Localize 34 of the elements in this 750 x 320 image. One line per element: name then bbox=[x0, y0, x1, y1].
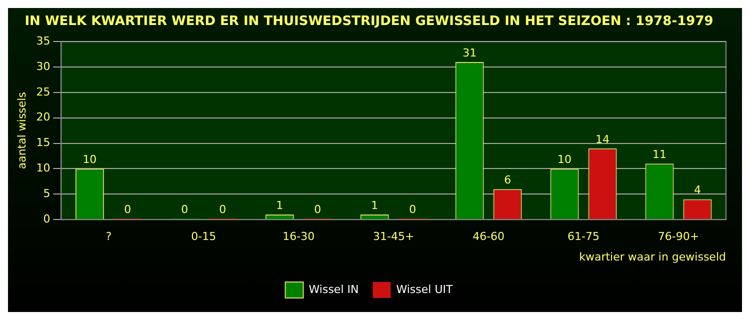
y-tick-label: 30 bbox=[36, 60, 50, 73]
y-tick-label: 10 bbox=[36, 162, 50, 175]
data-label: 31 bbox=[462, 46, 477, 60]
data-label: 0 bbox=[219, 202, 226, 216]
x-tick-label: 46-60 bbox=[472, 230, 505, 244]
data-label: 6 bbox=[504, 173, 512, 186]
data-label: 14 bbox=[596, 132, 610, 146]
x-tick-label: 76-90+ bbox=[658, 230, 700, 244]
data-label: 10 bbox=[558, 153, 572, 166]
data-label: 1 bbox=[276, 198, 284, 212]
data-label: 1 bbox=[371, 198, 378, 212]
y-tick-label: 35 bbox=[36, 34, 50, 48]
data-label: 0 bbox=[409, 202, 416, 216]
x-tick-label: 31-45+ bbox=[373, 230, 414, 244]
y-axis-title: aantal wissels bbox=[15, 92, 28, 170]
data-label: 10 bbox=[82, 153, 97, 166]
y-tick-label: 5 bbox=[43, 187, 50, 200]
chart-title: IN WELK KWARTIER WERD ER IN THUISWEDSTRIJDEN GEWISSELD IN HET SEIZOEN : 1978-1979 bbox=[24, 14, 714, 30]
y-tick-label: 20 bbox=[36, 110, 50, 124]
y-tick-label: 0 bbox=[43, 212, 50, 226]
data-label: 0 bbox=[181, 202, 188, 216]
x-tick-label: 16-30 bbox=[282, 230, 315, 244]
x-axis-title: kwartier waar in gewisseld bbox=[579, 250, 726, 264]
data-label: 4 bbox=[694, 184, 702, 197]
y-tick-label: 15 bbox=[36, 136, 50, 150]
x-tick-label: ? bbox=[106, 230, 112, 244]
x-tick-label: 0-15 bbox=[191, 230, 216, 244]
legend-label: Wissel IN bbox=[308, 282, 359, 296]
x-tick-label: 61-75 bbox=[568, 230, 600, 244]
data-label: 11 bbox=[652, 148, 667, 162]
legend-label: Wissel UIT bbox=[396, 282, 453, 296]
data-label: 0 bbox=[124, 202, 132, 216]
data-label: 0 bbox=[314, 202, 322, 216]
y-tick-label: 25 bbox=[36, 85, 50, 98]
